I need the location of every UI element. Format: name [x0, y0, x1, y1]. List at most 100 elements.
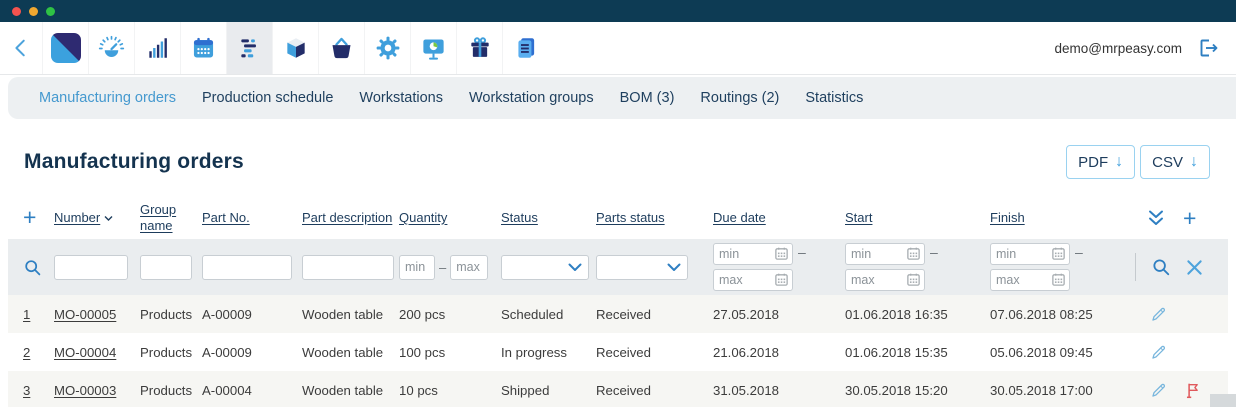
table-filter-row: – [8, 239, 1228, 295]
toolbar-settings-button[interactable] [364, 22, 410, 74]
tab-statistics[interactable]: Statistics [805, 90, 864, 106]
sort-group-name[interactable]: Group name [140, 201, 177, 233]
toolbar-statistics-button[interactable] [134, 22, 180, 74]
zoom-window-button[interactable] [46, 6, 55, 16]
quantity-cell: 200 pcs [399, 306, 446, 322]
toolbar-stock-button[interactable] [272, 22, 318, 74]
add-column-button[interactable]: + [1183, 204, 1197, 231]
sort-finish[interactable]: Finish [990, 209, 1025, 225]
close-window-button[interactable] [12, 6, 21, 16]
start-cell: 30.05.2018 15:20 [845, 382, 948, 398]
finish-cell: 30.05.2018 17:00 [990, 382, 1093, 398]
window-titlebar [0, 0, 1236, 22]
parts-status-cell: Received [596, 382, 651, 398]
quantity-min-input[interactable] [399, 254, 435, 280]
part-no-filter-input[interactable] [202, 254, 292, 280]
part-no-cell: A-00009 [202, 344, 252, 360]
start-min-input[interactable] [845, 243, 925, 265]
status-filter-select[interactable] [501, 254, 589, 280]
tab-workstations[interactable]: Workstations [359, 90, 443, 106]
part-no-cell: A-00004 [202, 382, 252, 398]
start-max-input[interactable] [845, 269, 925, 291]
toolbar-home-button[interactable] [42, 22, 88, 74]
due-date-cell: 27.05.2018 [713, 306, 780, 322]
quantity-max-input[interactable] [450, 254, 489, 280]
flagged-order-button[interactable] [1184, 381, 1201, 400]
tab-routings[interactable]: Routings (2) [700, 90, 780, 106]
gantt-chart-icon [237, 35, 263, 61]
row-index-link[interactable]: 2 [23, 344, 31, 360]
order-number-link[interactable]: MO-00005 [54, 306, 117, 322]
back-button[interactable] [0, 22, 42, 74]
apply-filter-button[interactable] [1151, 257, 1171, 277]
table-header-row: + Number Group name Part No. Part descri… [8, 197, 1228, 239]
due-date-cell: 31.05.2018 [713, 382, 780, 398]
app-logo-icon [50, 33, 81, 63]
table-row[interactable]: 1 MO-00005 Products A-00009 Wooden table… [8, 295, 1228, 333]
scroll-corner [1210, 394, 1236, 407]
order-number-link[interactable]: MO-00004 [54, 344, 117, 360]
table-row[interactable]: 3 MO-00003 Products A-00004 Wooden table… [8, 371, 1228, 407]
calendar-picker-icon[interactable] [906, 246, 921, 261]
tab-workstation-groups[interactable]: Workstation groups [468, 90, 594, 106]
sort-parts-status[interactable]: Parts status [596, 209, 665, 225]
toolbar-production-planning-button[interactable] [226, 22, 272, 74]
calendar-picker-icon[interactable] [774, 272, 789, 287]
edit-order-button[interactable] [1149, 305, 1168, 324]
export-pdf-button[interactable]: PDF ↓ [1066, 145, 1136, 179]
table-row[interactable]: 2 MO-00004 Products A-00009 Wooden table… [8, 333, 1228, 371]
sort-desc-icon [104, 215, 113, 221]
row-index-link[interactable]: 3 [23, 382, 31, 398]
toolbar-bonus-button[interactable] [456, 22, 502, 74]
sort-number[interactable]: Number [54, 209, 101, 225]
finish-cell: 07.06.2018 08:25 [990, 306, 1093, 322]
part-description-filter-input[interactable] [302, 254, 394, 280]
edit-order-button[interactable] [1149, 381, 1168, 400]
finish-cell: 05.06.2018 09:45 [990, 344, 1093, 360]
order-number-link[interactable]: MO-00003 [54, 382, 117, 398]
tab-bom[interactable]: BOM (3) [619, 90, 675, 106]
number-filter-input[interactable] [54, 254, 128, 280]
tab-manufacturing-orders[interactable]: Manufacturing orders [39, 90, 177, 106]
row-index-link[interactable]: 1 [23, 306, 31, 322]
quantity-cell: 100 pcs [399, 344, 446, 360]
finish-max-input[interactable] [990, 269, 1070, 291]
sort-due-date[interactable]: Due date [713, 209, 766, 225]
add-order-button[interactable]: + [23, 204, 37, 231]
due-date-max-input[interactable] [713, 269, 793, 291]
sort-status[interactable]: Status [501, 209, 538, 225]
account-email[interactable]: demo@mrpeasy.com [1054, 40, 1183, 56]
due-date-min-input[interactable] [713, 243, 793, 265]
start-cell: 01.06.2018 16:35 [845, 306, 948, 322]
status-cell: In progress [501, 344, 567, 360]
group-name-filter-input[interactable] [140, 254, 192, 280]
calendar-picker-icon[interactable] [774, 246, 789, 261]
toolbar-procurement-button[interactable] [318, 22, 364, 74]
export-csv-button[interactable]: CSV ↓ [1140, 145, 1210, 179]
expand-all-button[interactable] [1147, 210, 1165, 226]
clear-filter-button[interactable] [1186, 259, 1203, 276]
toolbar-documents-button[interactable] [502, 22, 548, 74]
logout-button[interactable] [1196, 36, 1220, 60]
edit-order-button[interactable] [1149, 343, 1168, 362]
group-name-cell: Products [140, 306, 193, 322]
sort-part-no[interactable]: Part No. [202, 209, 250, 225]
finish-min-input[interactable] [990, 243, 1070, 265]
toolbar-calendar-button[interactable] [180, 22, 226, 74]
main-toolbar: demo@mrpeasy.com [0, 22, 1236, 75]
toolbar-crm-button[interactable] [410, 22, 456, 74]
parts-status-filter-select[interactable] [596, 254, 688, 280]
sort-start[interactable]: Start [845, 209, 873, 225]
gift-icon [467, 35, 493, 61]
group-name-cell: Products [140, 344, 193, 360]
tab-production-schedule[interactable]: Production schedule [202, 90, 334, 106]
minimize-window-button[interactable] [29, 6, 38, 16]
calendar-picker-icon[interactable] [1051, 272, 1066, 287]
start-cell: 01.06.2018 15:35 [845, 344, 948, 360]
sort-quantity[interactable]: Quantity [399, 209, 448, 225]
toolbar-dashboard-button[interactable] [88, 22, 134, 74]
calendar-picker-icon[interactable] [906, 272, 921, 287]
calendar-picker-icon[interactable] [1051, 246, 1066, 261]
sort-part-description[interactable]: Part description [302, 209, 393, 225]
download-arrow-icon: ↓ [1190, 153, 1198, 170]
